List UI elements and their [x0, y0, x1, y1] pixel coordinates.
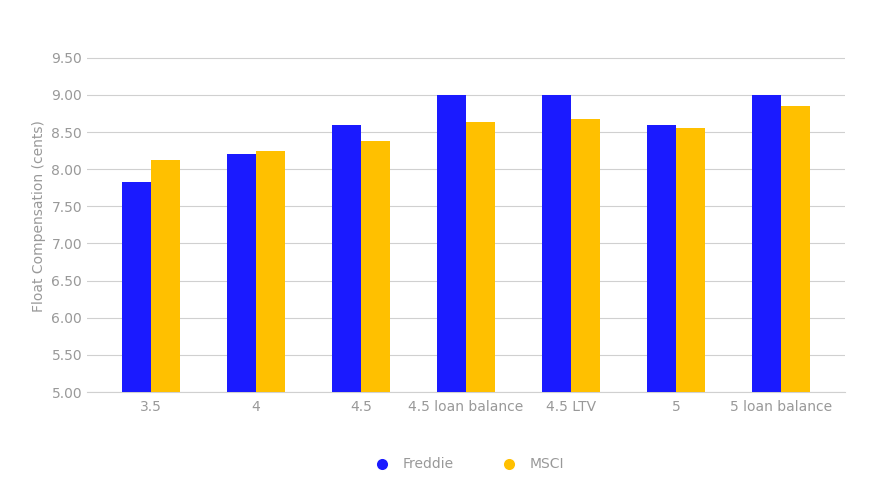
Bar — [646, 124, 676, 490]
Bar — [571, 119, 600, 490]
Bar — [226, 154, 256, 490]
Legend: Freddie, MSCI: Freddie, MSCI — [362, 452, 570, 477]
Bar — [332, 124, 361, 490]
Bar — [151, 160, 180, 490]
Bar — [752, 95, 781, 490]
Bar — [781, 106, 810, 490]
Bar — [256, 150, 286, 490]
Bar — [542, 95, 571, 490]
Bar — [466, 122, 496, 490]
Bar — [436, 95, 466, 490]
Bar — [361, 141, 390, 490]
Y-axis label: Float Compensation (cents): Float Compensation (cents) — [32, 120, 46, 312]
Bar — [122, 182, 151, 490]
Bar — [676, 128, 706, 490]
